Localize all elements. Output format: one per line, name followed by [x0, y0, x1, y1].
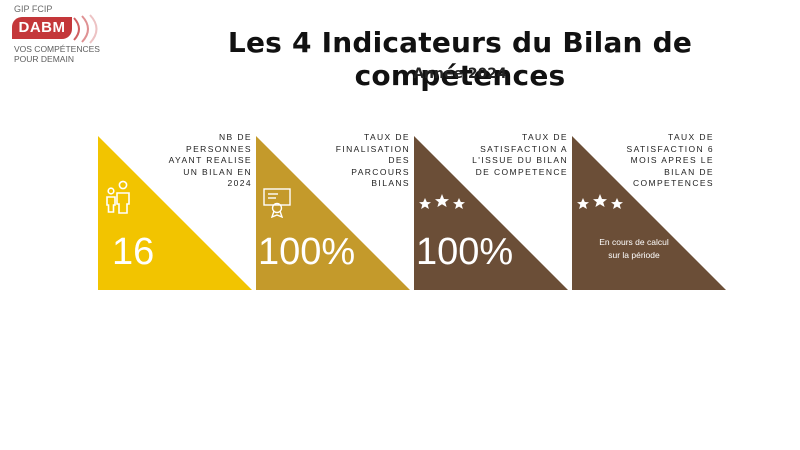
card-label: TAUX DE FINALISATION DES PARCOURS BILANS: [335, 132, 410, 188]
people-icon: [106, 180, 130, 214]
three-stars-icon: [577, 194, 623, 209]
indicator-card-satisfaction-end: TAUX DE SATISFACTION A L'ISSUE DU BILAN …: [414, 132, 568, 290]
indicator-card-finalisation: TAUX DE FINALISATION DES PARCOURS BILANS…: [256, 132, 410, 290]
logo-arcs-icon: [73, 14, 98, 44]
card-value: 16: [112, 231, 155, 273]
card-label: NB DE PERSONNES AYANT REALISE UN BILAN E…: [168, 132, 252, 188]
logo-tagline: VOS COMPÉTENCES POUR DEMAIN: [14, 44, 100, 64]
page-subtitle: Année 2024: [413, 66, 507, 82]
card-value: 100%: [258, 231, 356, 273]
dabm-logo: GIP FCIP DABM VOS COMPÉTENCES POUR DEMAI…: [8, 4, 128, 74]
card-value: 100%: [416, 231, 514, 273]
logo-brand: DABM: [12, 17, 72, 39]
card-note: En cours de calcul sur la période: [599, 237, 669, 260]
certificate-icon: [263, 188, 291, 218]
indicator-card-satisfaction-6-months: TAUX DE SATISFACTION 6 MOIS APRES LE BIL…: [572, 132, 726, 290]
page-title: Les 4 Indicateurs du Bilan de compétence…: [227, 26, 693, 92]
indicator-card-people: NB DE PERSONNES AYANT REALISE UN BILAN E…: [98, 132, 252, 290]
card-label: TAUX DE SATISFACTION A L'ISSUE DU BILAN …: [472, 132, 568, 177]
three-stars-icon: [419, 194, 465, 209]
logo-top-text: GIP FCIP: [14, 4, 53, 14]
card-label: TAUX DE SATISFACTION 6 MOIS APRES LE BIL…: [626, 132, 714, 188]
